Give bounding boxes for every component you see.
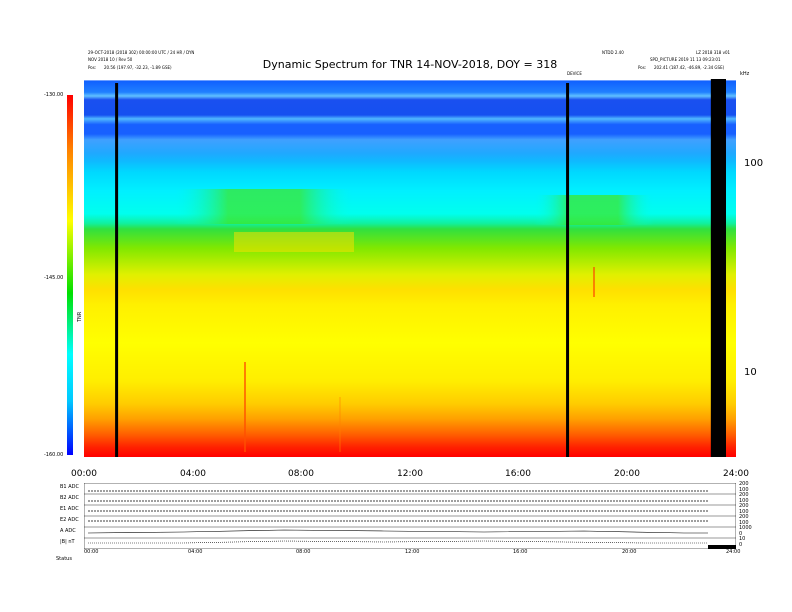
header-right-pos-value: 202.41 (187.42, -46.89, -2.34 GSE) <box>654 65 725 70</box>
lower-right-tick-11: 10 <box>739 536 746 542</box>
x-tick-12: 12:00 <box>397 469 423 479</box>
lower-right-tick-9: 1000 <box>739 525 752 531</box>
lower-gap-end <box>708 545 736 549</box>
header-right-line1: NTDD 2.40 <box>602 50 624 55</box>
lower-right-tick-7: 200 <box>739 514 749 520</box>
x-tick-16: 16:00 <box>505 469 531 479</box>
data-gap-line-1 <box>115 83 119 457</box>
lower-footer-label: Status <box>56 556 72 562</box>
header-right-line2: LZ 2018 318 v01 <box>696 50 731 55</box>
lower-panel <box>84 483 736 549</box>
yellow-patch <box>234 232 354 252</box>
lower-x-tick-24: 24:00 <box>726 549 741 555</box>
lower-x-tick-4: 04:00 <box>188 549 203 555</box>
lower-x-tick-12: 12:00 <box>405 549 420 555</box>
header-left-pos-label: Pos: <box>88 65 97 70</box>
colorbar-label: TNR <box>77 311 83 322</box>
x-tick-8: 08:00 <box>288 469 314 479</box>
colorbar-tick-mid: -145.00 <box>44 275 64 281</box>
spectrum-background <box>84 77 736 457</box>
lower-right-tick-1: 200 <box>739 481 749 487</box>
event-label: DEVICE <box>567 71 582 76</box>
colorbar <box>67 95 73 455</box>
header-left-line1: 29-OCT-2018 (2018 302) 00:00:00 UTC / 24… <box>88 50 195 55</box>
lower-right-tick-2: 100 <box>739 487 749 493</box>
data-gaps <box>115 79 726 457</box>
right-axis-tick-10: 10 <box>744 367 757 378</box>
lower-right-tick-4: 100 <box>739 498 749 504</box>
header-left-pos-value: 20.56 (197.97, -32.23, -1.89 GSE) <box>104 65 172 70</box>
x-tick-4: 04:00 <box>180 469 206 479</box>
trace-5 <box>87 529 708 534</box>
dynamic-spectrum <box>84 77 736 457</box>
colorbar-tick-bottom: -160.00 <box>44 452 64 458</box>
lower-right-tick-3: 200 <box>739 492 749 498</box>
lower-right-tick-12: 0 <box>739 542 743 548</box>
chart-title: Dynamic Spectrum for TNR 14-NOV-2018, DO… <box>262 58 558 71</box>
lower-row-label-2: B2 ADC <box>60 495 79 501</box>
x-tick-24: 24:00 <box>723 469 749 479</box>
lower-x-tick-8: 08:00 <box>296 549 311 555</box>
right-axis-tick-100: 100 <box>744 158 764 169</box>
x-tick-0: 00:00 <box>71 469 97 479</box>
lower-right-tick-5: 200 <box>739 503 749 509</box>
trace-6 <box>88 540 708 544</box>
header-right-pos-label: Pos: <box>638 65 647 70</box>
data-gap-end-block <box>710 79 726 457</box>
lower-right-tick-10: 0 <box>739 531 743 537</box>
data-gap-line-2 <box>566 83 570 457</box>
lower-row-label-5: A ADC <box>60 528 76 534</box>
lower-row-label-1: B1 ADC <box>60 484 79 490</box>
lower-row-label-6: |B| nT <box>60 539 75 545</box>
lower-row-label-3: E1 ADC <box>60 506 79 512</box>
lower-right-tick-8: 100 <box>739 520 749 526</box>
right-axis-corner-label: kHz <box>740 71 750 77</box>
green-enhancement-right <box>534 195 654 225</box>
header-left-line2: NOV 2018 10 / Rev 50 <box>88 57 133 62</box>
lower-x-tick-16: 16:00 <box>513 549 528 555</box>
lower-right-tick-6: 100 <box>739 509 749 515</box>
colorbar-tick-top: -130.00 <box>44 92 64 98</box>
x-tick-20: 20:00 <box>614 469 640 479</box>
header-right-line3: SPD_PICTURE 2019 11 13 09:23:01 <box>650 57 721 62</box>
green-enhancement-left <box>174 189 354 224</box>
lower-row-label-4: E2 ADC <box>60 517 79 523</box>
lower-x-tick-0: 00:00 <box>84 549 99 555</box>
lower-x-tick-20: 20:00 <box>622 549 637 555</box>
